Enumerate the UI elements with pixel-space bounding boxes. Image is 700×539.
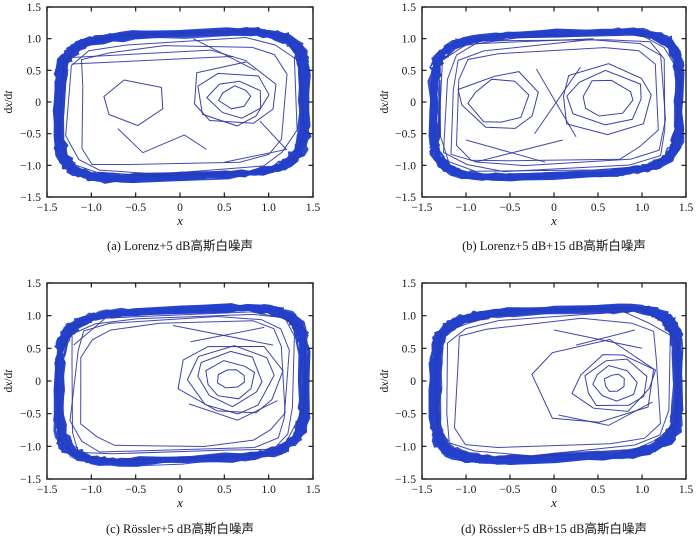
axes: −1.5−1.5 −1.0 −1.0 −0.5 −0.5 0 0 0.5 0.5 1.0 1.0 1.… — [379, 2, 693, 228]
y-tick-label: 0.5 — [27, 343, 42, 355]
x-tick-label: −1.5 — [37, 484, 58, 496]
attractor-curves — [428, 303, 684, 466]
subplot-b-svg: −1.5−1.5 −1.0 −1.0 −0.5 −0.5 0 0 0.5 0.5 1.0 1.0 1.… — [379, 2, 693, 228]
subplot-c: −1.5 −1.5 −1.0 −1.0 −0.5 −0.5 0 0 0.5 0.5 1.0 1.0 1.… — [0, 269, 350, 539]
x-tick-label: 1.0 — [635, 202, 650, 214]
y-tick-label: 0.5 — [27, 65, 42, 77]
x-tick-label: 0.5 — [591, 202, 606, 214]
x-tick-label: 1.0 — [261, 484, 276, 496]
axes: −1.5−1.5 −1.0 −1.0 −0.5 −0.5 0 0 0.5 0.5 1.0 1.0 1.… — [379, 278, 693, 510]
x-tick-label: −1.0 — [456, 202, 477, 214]
y-tick-label: 1.5 — [27, 278, 42, 290]
axes: −1.5−1.5 −1.0 −1.0 −0.5 −0.5 0 0 0.5 0.5 1.0 1.0 1.… — [3, 2, 320, 228]
x-tick-label: 1.5 — [679, 484, 694, 496]
x-tick-label: 1.5 — [306, 202, 321, 214]
y-tick-label: 0.5 — [402, 65, 417, 77]
x-tick-label: −0.5 — [500, 202, 521, 214]
y-tick-label: −1.5 — [20, 474, 41, 486]
subplot-b-caption: (b) Lorenz+5 dB+15 dB高斯白噪声 — [462, 239, 646, 253]
x-tick-label: 1.0 — [635, 484, 650, 496]
x-tick-label: 0 — [177, 484, 183, 496]
subplot-c-svg: −1.5−1.5 −1.0 −1.0 −0.5 −0.5 0 0 0.5 0.5 1.0 1.0 1.… — [3, 278, 320, 510]
y-axis-label: dx/dt — [3, 369, 15, 393]
x-tick-label: −0.5 — [125, 484, 146, 496]
subplot-b: −1.5 −1.5 −1.0 −1.0 −0.5 −0.5 0 0 0.5 0.5 1.0 1.0 1.… — [350, 0, 700, 269]
y-axis-label: dx/dt — [379, 369, 391, 393]
x-tick-label: 1.0 — [261, 202, 276, 214]
y-tick-label: 0 — [410, 97, 416, 109]
x-axis-label: x — [176, 213, 183, 228]
y-axis-label: dx/dt — [379, 90, 391, 114]
y-tick-label: 1.0 — [402, 311, 417, 323]
y-tick-label: 0 — [35, 376, 41, 388]
x-tick-label: −0.5 — [500, 484, 521, 496]
y-tick-label: −1.0 — [20, 160, 41, 172]
subplot-a: −1.5 −1.5 −1.0 −1.0 −0.5 −0.5 0 0 0.5 0.5 1.0 1.0 1.… — [0, 0, 350, 269]
y-axis-label: dx/dt — [3, 90, 15, 114]
subplot-d-svg: −1.5−1.5 −1.0 −1.0 −0.5 −0.5 0 0 0.5 0.5 1.0 1.0 1.… — [379, 278, 693, 510]
x-tick-label: 0.5 — [217, 484, 232, 496]
x-tick-label: −1.5 — [412, 484, 433, 496]
x-tick-label: −1.5 — [412, 202, 433, 214]
x-tick-label: −1.0 — [456, 484, 477, 496]
x-tick-label: −0.5 — [125, 202, 146, 214]
y-tick-label: 1.0 — [402, 34, 417, 46]
subplot-a-caption: (a) Lorenz+5 dB高斯白噪声 — [107, 239, 253, 253]
y-tick-label: −1.5 — [20, 192, 41, 204]
y-tick-label: −1.0 — [395, 441, 416, 453]
x-tick-label: 1.5 — [679, 202, 694, 214]
y-tick-label: −0.5 — [395, 129, 416, 141]
y-tick-label: −1.0 — [395, 160, 416, 172]
y-tick-label: −1.5 — [395, 192, 416, 204]
y-tick-label: 1.5 — [402, 278, 417, 290]
subplot-d-caption: (d) Rössler+5 dB+15 dB高斯白噪声 — [461, 522, 647, 536]
x-tick-label: −1.0 — [81, 202, 102, 214]
x-axis-label: x — [176, 495, 183, 510]
y-tick-label: −0.5 — [20, 409, 41, 421]
x-tick-label: −1.0 — [81, 484, 102, 496]
y-tick-label: 1.5 — [402, 2, 417, 14]
attractor-curves — [427, 27, 685, 182]
y-tick-label: 1.0 — [27, 34, 42, 46]
attractor-curves — [53, 303, 311, 467]
x-tick-label: 0 — [551, 484, 557, 496]
y-tick-label: 0 — [410, 376, 416, 388]
axes: −1.5−1.5 −1.0 −1.0 −0.5 −0.5 0 0 0.5 0.5 1.0 1.0 1.… — [3, 278, 320, 510]
x-tick-label: 0.5 — [217, 202, 232, 214]
y-tick-label: 0.5 — [402, 343, 417, 355]
y-tick-label: −1.5 — [395, 474, 416, 486]
x-tick-label: 0.5 — [591, 484, 606, 496]
attractor-curves — [52, 26, 312, 184]
subplot-c-caption: (c) Rössler+5 dB高斯白噪声 — [105, 522, 254, 536]
x-tick-label: 1.5 — [306, 484, 321, 496]
x-axis-label: x — [550, 213, 557, 228]
y-tick-label: 1.5 — [27, 2, 42, 14]
subplot-a-svg: −1.5−1.5 −1.0 −1.0 −0.5 −0.5 0 0 0.5 0.5 1.0 1.0 1.… — [3, 2, 320, 228]
subplot-d: −1.5 −1.5 −1.0 −1.0 −0.5 −0.5 0 0 0.5 0.5 1.0 1.0 1.… — [350, 269, 700, 539]
y-tick-label: −0.5 — [20, 129, 41, 141]
y-tick-label: −1.0 — [20, 441, 41, 453]
y-tick-label: 1.0 — [27, 311, 42, 323]
y-tick-label: −0.5 — [395, 409, 416, 421]
x-axis-label: x — [550, 495, 557, 510]
x-tick-label: 0 — [177, 202, 183, 214]
x-tick-label: −1.5 — [37, 202, 58, 214]
x-tick-label: 0 — [551, 202, 557, 214]
y-tick-label: 0 — [35, 97, 41, 109]
